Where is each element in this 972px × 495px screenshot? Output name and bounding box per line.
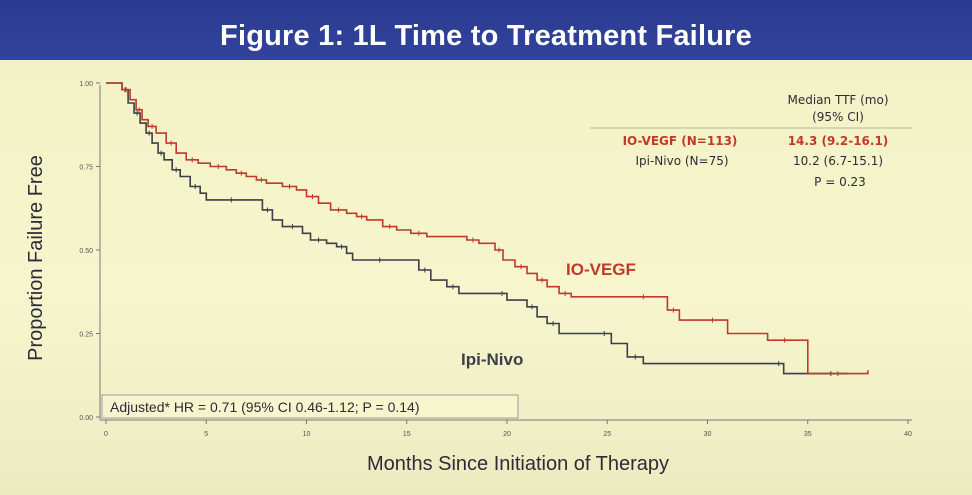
x-tick-label: 0 xyxy=(104,431,108,438)
io-vegf-curve xyxy=(106,82,869,375)
x-ticks: 0 5 10 15 20 25 30 35 40 xyxy=(104,420,912,438)
x-tick-label: 30 xyxy=(704,431,712,438)
io-vegf-row-value: 14.3 (9.2-16.1) xyxy=(788,134,889,148)
x-axis-title: Months Since Initiation of Therapy xyxy=(367,453,669,475)
ipi-nivo-row-value: 10.2 (6.7-15.1) xyxy=(793,154,883,168)
title-banner: Figure 1: 1L Time to Treatment Failure xyxy=(0,0,972,64)
ipi-nivo-curve xyxy=(106,82,848,375)
hr-annotation-box xyxy=(101,394,519,419)
y-tick-label: 0.75 xyxy=(79,165,93,172)
y-tick-label: 0.50 xyxy=(79,248,93,255)
y-axis-title: Proportion Failure Free xyxy=(25,155,47,361)
x-tick-label: 20 xyxy=(503,431,511,438)
y-tick-label: 1.00 xyxy=(79,81,93,88)
io-vegf-curve-label: IO-VEGF xyxy=(566,260,636,279)
x-tick-label: 25 xyxy=(603,431,611,438)
series-layer xyxy=(106,82,869,377)
p-value: P = 0.23 xyxy=(814,175,866,189)
x-tick-label: 35 xyxy=(804,431,812,438)
y-tick-label: 0.25 xyxy=(79,332,93,339)
y-tick-label: 0.00 xyxy=(79,415,93,422)
median-ttf-table: Median TTF (mo) (95% CI) IO-VEGF (N=113)… xyxy=(590,93,912,189)
median-table-header-1: Median TTF (mo) xyxy=(787,93,888,107)
y-ticks: 0.00 0.25 0.50 0.75 1.00 xyxy=(79,81,100,422)
x-tick-label: 40 xyxy=(904,431,912,438)
ipi-nivo-curve-label: Ipi-Nivo xyxy=(461,350,523,369)
io-vegf-row-label: IO-VEGF (N=113) xyxy=(623,134,738,148)
hr-annotation-text: Adjusted* HR = 0.71 (95% CI 0.46-1.12; P… xyxy=(110,399,419,415)
x-tick-label: 15 xyxy=(403,431,411,438)
ipi-nivo-row-label: Ipi-Nivo (N=75) xyxy=(635,154,728,168)
x-tick-label: 5 xyxy=(204,431,208,438)
x-tick-label: 10 xyxy=(303,431,311,438)
figure-title: Figure 1: 1L Time to Treatment Failure xyxy=(220,20,752,52)
median-table-header-2: (95% CI) xyxy=(812,110,864,124)
